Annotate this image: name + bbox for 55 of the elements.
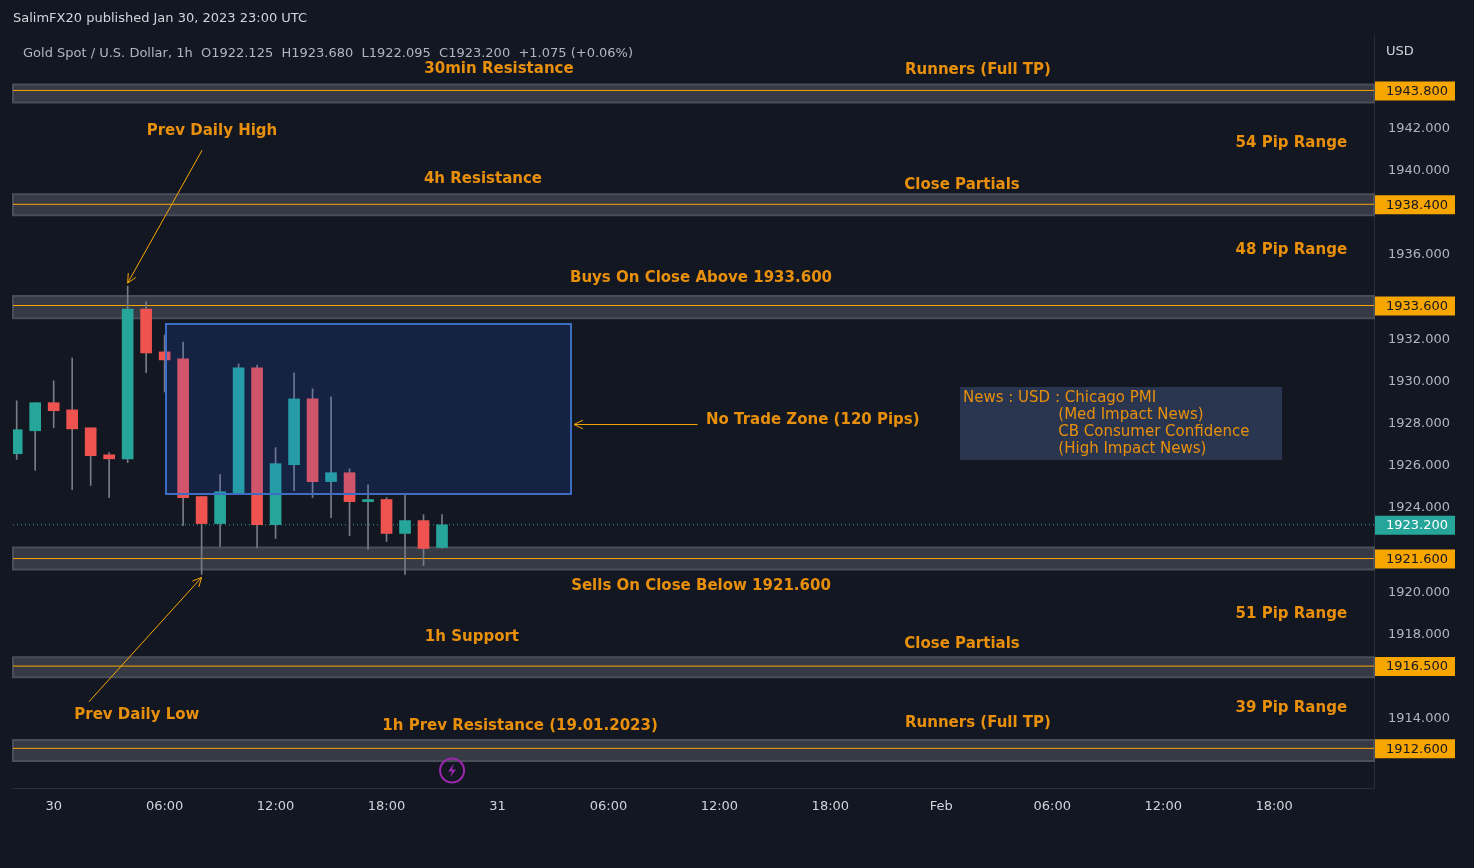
ref-line-label: 1916.500	[1386, 658, 1449, 674]
x-tick-label: 06:00	[589, 797, 628, 813]
x-tick-label: 18:00	[1255, 797, 1293, 813]
x-tick-label: 31	[489, 797, 506, 813]
x-tick-label: 06:00	[1033, 797, 1071, 813]
y-tick-label: 1914.000	[1388, 710, 1451, 726]
text: Gold Spot / U.S. Dollar, 1h O1922.125 H1923.680 L1922.095 C1923.200 +1.075 (+0.06%)	[23, 44, 634, 60]
annotation: 51 Pip Range	[1235, 603, 1348, 622]
x-tick-label: 18:00	[811, 797, 850, 813]
annotation: 4h Resistance	[423, 169, 543, 188]
annotation: 39 Pip Range	[1235, 697, 1348, 716]
x-tick-label: 12:00	[1144, 797, 1182, 813]
annotation: 48 Pip Range	[1235, 239, 1348, 258]
annotation: Prev Daily High	[146, 121, 278, 140]
x-tick-label: 30	[45, 797, 62, 813]
chart-title: SalimFX20 published Jan 30, 2023 23:00 UTC	[13, 10, 308, 26]
y-tick-label: 1918.000	[1388, 625, 1451, 641]
y-tick-label: 1940.000	[1388, 161, 1451, 177]
y-tick-label: 1920.000	[1388, 583, 1451, 599]
y-tick-label: 1928.000	[1388, 414, 1451, 430]
annotation: 54 Pip Range	[1235, 133, 1348, 152]
annotation: 1h Prev Resistance (19.01.2023)	[382, 715, 658, 734]
ref-line-label: 1933.600	[1386, 297, 1449, 313]
ref-line-label: 1943.800	[1386, 82, 1449, 98]
candlestick	[66, 357, 78, 490]
annotation: Close Partials	[904, 633, 1020, 652]
y-axis-title: USD	[1386, 42, 1414, 58]
y-tick-label: 1942.000	[1388, 119, 1451, 135]
x-tick-label: Feb	[929, 797, 953, 813]
annotation: Runners (Full TP)	[904, 60, 1051, 79]
ref-line-label: 1923.200	[1386, 517, 1449, 533]
x-tick-label: 12:00	[256, 797, 295, 813]
candlestick	[47, 380, 60, 429]
y-tick-label: 1924.000	[1388, 499, 1451, 515]
annotation: Sells On Close Below 1921.600	[571, 575, 831, 594]
y-tick-label: 1930.000	[1388, 372, 1451, 388]
y-tick-label: 1926.000	[1388, 457, 1451, 473]
candlestick	[103, 452, 115, 498]
y-tick-label: 1932.000	[1388, 330, 1451, 346]
ref-line-label: 1912.600	[1386, 740, 1449, 756]
y-tick-label: 1936.000	[1388, 246, 1451, 262]
ref-line-label: 1938.400	[1386, 196, 1449, 212]
annotation: 1h Support	[424, 626, 520, 645]
annotation: 30min Resistance	[424, 59, 574, 78]
annotation: Close Partials	[904, 175, 1020, 194]
ref-line-label: 1921.600	[1386, 550, 1449, 566]
x-tick-label: 12:00	[700, 797, 739, 813]
x-tick-label: 06:00	[145, 797, 184, 813]
annotation: No Trade Zone (120 Pips)	[706, 410, 920, 429]
annotation: News : USD : Chicago PMI (Med Impact News) CB Consumer Confidence (High Impact News)	[959, 386, 1282, 461]
candlestick	[325, 396, 337, 518]
annotation: Buys On Close Above 1933.600	[569, 267, 833, 286]
annotation: Prev Daily Low	[74, 705, 200, 724]
annotation: Runners (Full TP)	[904, 713, 1051, 732]
x-tick-label: 18:00	[367, 797, 406, 813]
